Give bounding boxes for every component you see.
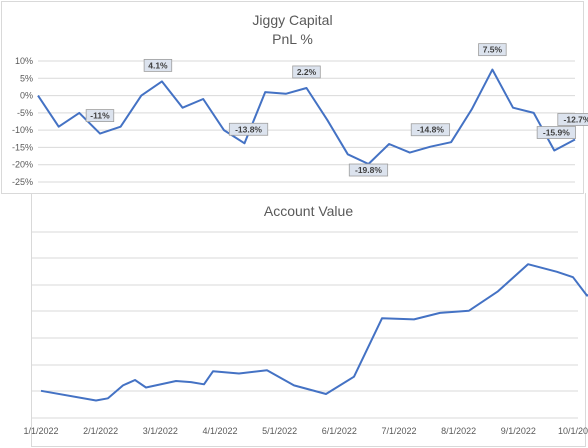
pnl-chart-title: Jiggy Capital	[252, 12, 333, 28]
account-x-tick-label: 1/1/2022	[23, 426, 58, 436]
account-chart-title: Account Value	[263, 203, 354, 219]
pnl-data-label-text: 2.2%	[297, 67, 317, 77]
pnl-data-label: -11%	[85, 109, 115, 122]
pnl-data-label-box	[478, 43, 507, 57]
account-x-tick-label: 10/1/2022	[558, 426, 588, 436]
pnl-data-label-text: -11%	[90, 111, 110, 121]
pnl-chart-subtitle: PnL %	[272, 31, 313, 47]
pnl-y-tick-label: -15%	[12, 142, 33, 152]
account-x-tick-label: 4/1/2022	[202, 426, 237, 436]
pnl-y-tick-label: -25%	[12, 177, 33, 187]
account-x-tick-label: 3/1/2022	[143, 426, 178, 436]
pnl-data-label: -12.7%	[557, 113, 588, 126]
pnl-data-label: -13.8%	[228, 122, 269, 136]
pnl-data-label-text: -19.8%	[355, 165, 382, 175]
pnl-data-label: 2.2%	[292, 65, 321, 79]
pnl-data-label-box	[557, 113, 588, 126]
pnl-data-label-box	[85, 109, 115, 122]
pnl-data-label: -19.8%	[348, 163, 389, 177]
pnl-data-label-text: -15.9%	[543, 128, 570, 138]
pnl-data-label-text: -13.8%	[235, 124, 262, 134]
account-x-tick-label: 9/1/2022	[501, 426, 536, 436]
account-x-tick-label: 6/1/2022	[322, 426, 357, 436]
account-x-tick-label: 7/1/2022	[381, 426, 416, 436]
pnl-data-label-box	[292, 65, 321, 79]
pnl-data-label: 7.5%	[478, 43, 507, 57]
account-series-line	[40, 263, 588, 402]
pnl-chart-plot: 10% 5% 0% -5% -10% -15% -20% -25% -11% 4.1% -13.8%…	[12, 43, 588, 187]
pnl-data-label-text: 7.5%	[483, 45, 503, 55]
pnl-data-label-text: -12.7%	[564, 114, 588, 124]
pnl-y-tick-label: -5%	[17, 108, 33, 118]
pnl-y-tick-label: 5%	[20, 73, 33, 83]
pnl-y-tick-label: 0%	[20, 91, 33, 101]
account-chart-plot: 1/1/2022 2/1/2022 3/1/2022 4/1/2022 5/1/2022…	[23, 231, 588, 436]
pnl-data-label-box	[143, 58, 173, 72]
pnl-y-tick-label: 10%	[15, 56, 33, 66]
pnl-data-label-text: 4.1%	[148, 60, 168, 70]
account-x-tick-label: 5/1/2022	[262, 426, 297, 436]
pnl-data-label-box	[536, 126, 576, 139]
pnl-series-line	[37, 68, 576, 165]
pnl-data-label-box	[348, 163, 389, 177]
pnl-data-label-box	[228, 122, 269, 136]
pnl-data-label: -15.9%	[536, 126, 576, 139]
pnl-data-label-box	[410, 123, 451, 137]
pnl-chart: Jiggy Capital PnL % 10% 5% 0% -5% -10% -15% -2…	[1, 1, 588, 194]
account-x-tick-label: 2/1/2022	[83, 426, 118, 436]
pnl-y-tick-label: -10%	[12, 125, 33, 135]
account-x-tick-label: 8/1/2022	[441, 426, 476, 436]
account-value-chart: Account Value 1/1/2022 2/1/2022 3/1/2022 4/…	[23, 193, 588, 447]
pnl-data-label-text: -14.8%	[417, 125, 444, 135]
pnl-data-label: 4.1%	[143, 58, 173, 72]
pnl-y-tick-label: -20%	[12, 160, 33, 170]
pnl-data-label: -14.8%	[410, 123, 451, 137]
